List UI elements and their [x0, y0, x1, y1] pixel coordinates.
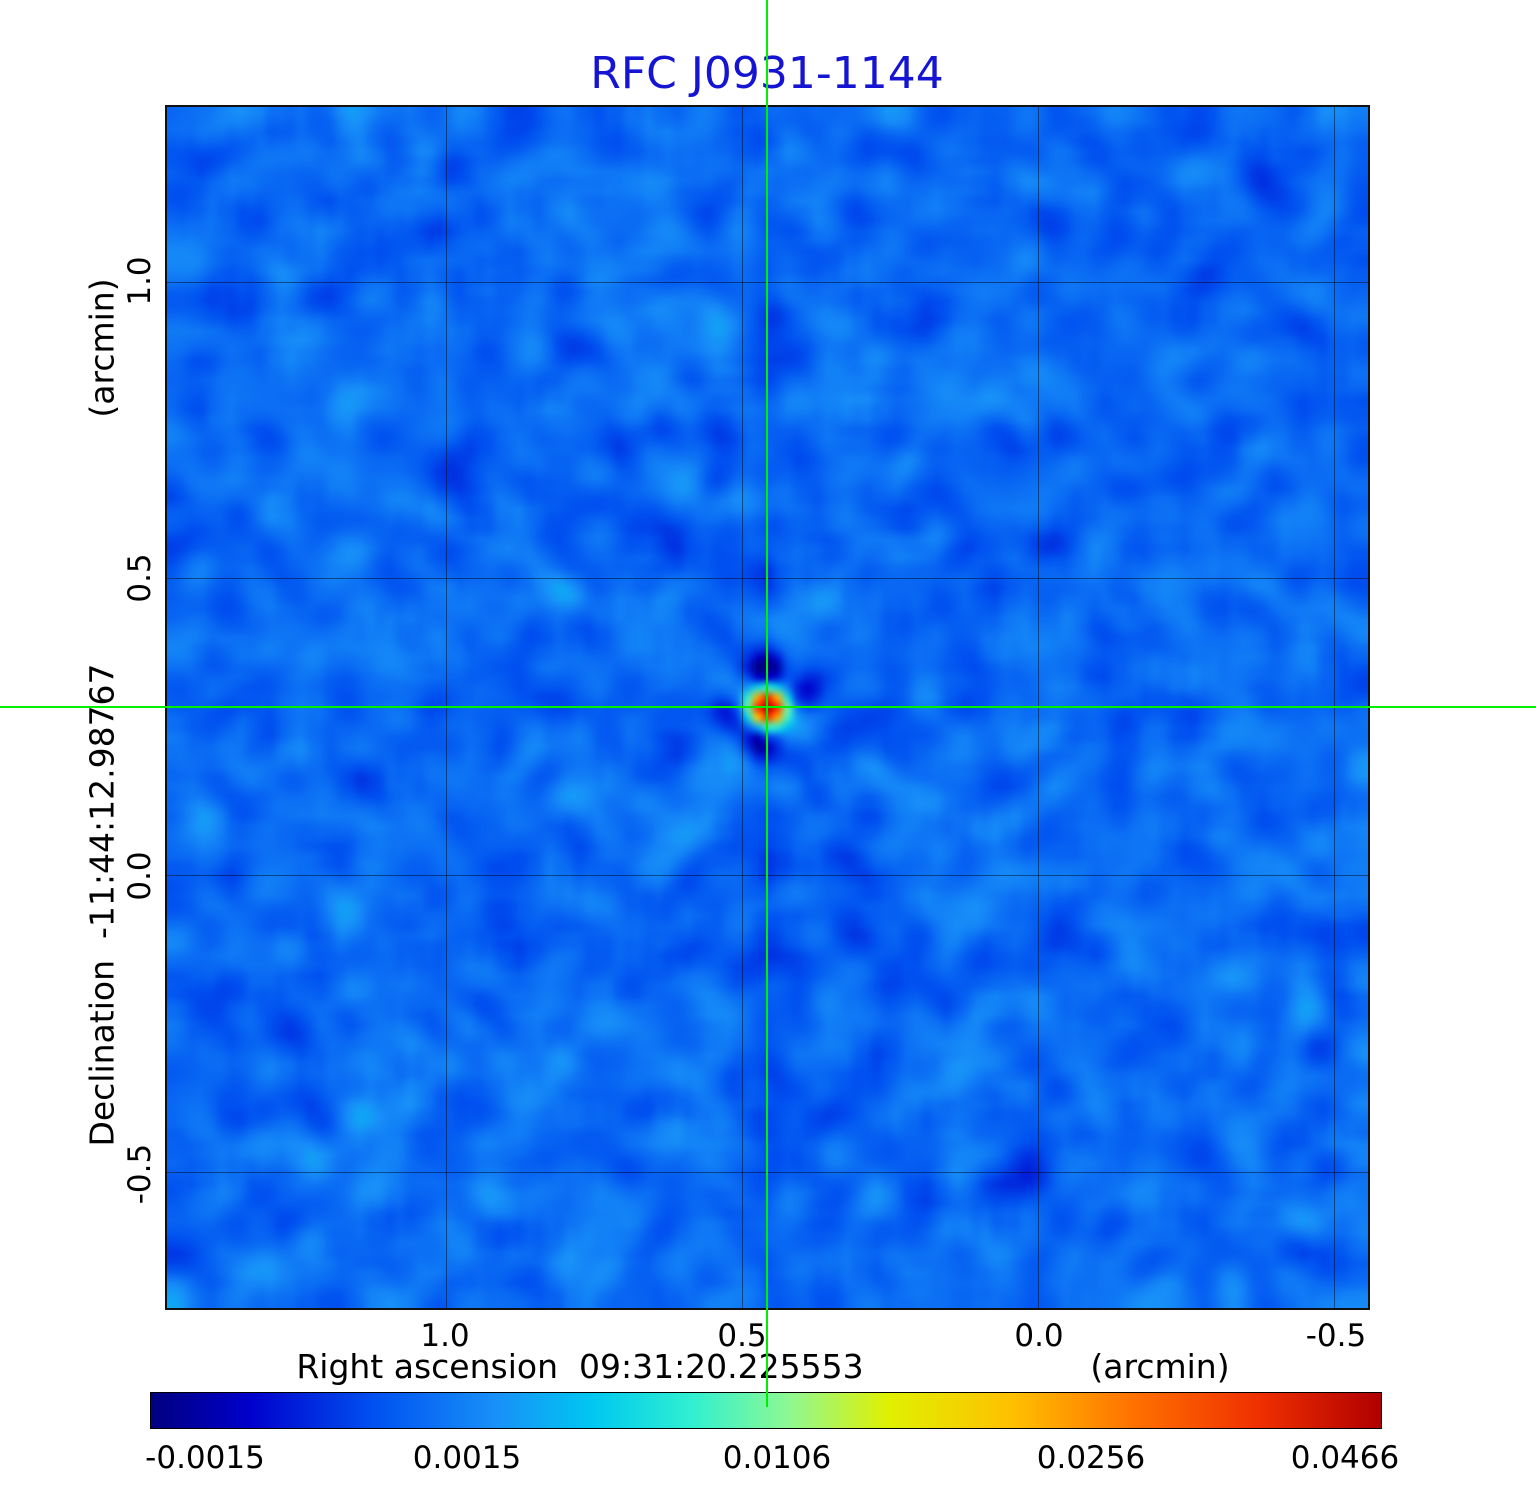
x-tick-0.0: 0.0 — [1014, 1318, 1064, 1354]
y-tick--0.5: -0.5 — [122, 1143, 158, 1205]
y-tick-1.0: 1.0 — [122, 256, 158, 306]
x-axis-unit-label: (arcmin) — [1090, 1347, 1230, 1386]
y-tick-0.5: 0.5 — [122, 553, 158, 603]
colorbar-label-3: 0.0256 — [1036, 1440, 1146, 1476]
colorbar-label-2: 0.0106 — [722, 1440, 832, 1476]
figure-title: RFC J0931-1144 — [590, 48, 944, 99]
y-axis-label: Declination -11:44:12.98767 — [82, 663, 122, 1147]
colorbar-label-4: 0.0466 — [1290, 1440, 1400, 1476]
x-tick-0.5: 0.5 — [717, 1318, 767, 1354]
colorbar-label-0: -0.0015 — [145, 1440, 265, 1476]
x-axis-label: Right ascension 09:31:20.225553 — [296, 1347, 864, 1386]
crosshair-vertical-line — [766, 0, 768, 1407]
crosshair-horizontal-line — [0, 706, 1536, 708]
x-tick-1.0: 1.0 — [420, 1318, 470, 1354]
x-tick--0.5: -0.5 — [1305, 1318, 1367, 1354]
y-tick-0.0: 0.0 — [122, 851, 158, 901]
y-axis-unit-label: (arcmin) — [82, 278, 122, 418]
colorbar-label-1: 0.0015 — [412, 1440, 522, 1476]
